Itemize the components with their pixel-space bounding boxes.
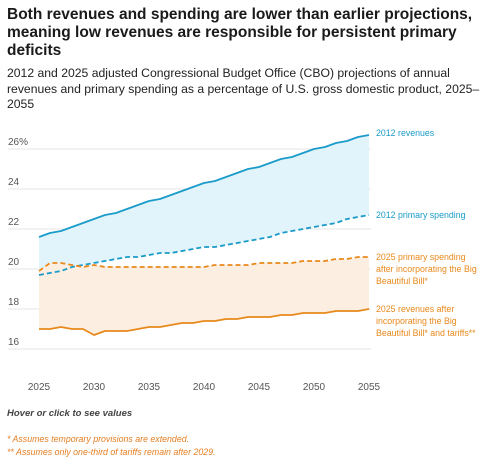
y-tick-label: 24 [8,177,20,188]
label-2012-primary-spending: 2012 primary spending [376,210,466,220]
line-2025-primary-spending[interactable] [38,256,369,272]
chart-subtitle: 2012 and 2025 adjusted Congressional Bud… [7,66,480,111]
x-axis-ticks: 2025 2030 2035 2040 2045 2050 2055 [28,382,381,393]
line-2025-revenues[interactable] [39,308,370,336]
footnote-provisions: * Assumes temporary provisions are exten… [7,434,190,444]
x-tick-label: 2030 [83,382,106,393]
orange-gap-fill [39,257,369,335]
series-labels: 2012 revenues 2012 primary spending 2025 p… [376,128,477,338]
chart-title: Both revenues and spending are lower tha… [7,6,473,59]
series-lines[interactable] [38,134,370,336]
label-2025-revenues: Beautiful Bill* and tariffs** [376,328,476,338]
y-tick-label: 26% [8,137,28,148]
blue-gap-fill [39,135,369,275]
label-2025-revenues: 2025 revenues after [376,304,454,314]
label-2025-primary-spending: 2025 primary spending [376,252,466,262]
x-tick-label: 2050 [303,382,326,393]
line-2012-revenues[interactable] [38,134,370,238]
y-tick-label: 16 [8,337,20,348]
label-2012-revenues: 2012 revenues [376,128,435,138]
y-tick-label: 22 [8,217,20,228]
x-tick-label: 2045 [248,382,271,393]
label-2025-primary-spending: after incorporating the Big [376,264,477,274]
y-axis-ticks: 16 18 20 22 24 26% [8,137,28,348]
footnote-tariffs: ** Assumes only one-third of tariffs rem… [7,447,216,457]
label-2025-revenues: incorporating the Big [376,316,457,326]
line-2012-primary-spending[interactable] [38,214,370,276]
hover-hint: Hover or click to see values [7,408,133,419]
x-tick-label: 2040 [193,382,216,393]
x-tick-label: 2055 [358,382,381,393]
x-tick-label: 2025 [28,382,51,393]
label-2025-primary-spending: Beautiful Bill* [376,276,428,286]
band-fills [39,135,369,335]
y-tick-label: 20 [8,257,20,268]
y-tick-label: 18 [8,297,20,308]
x-tick-label: 2035 [138,382,161,393]
